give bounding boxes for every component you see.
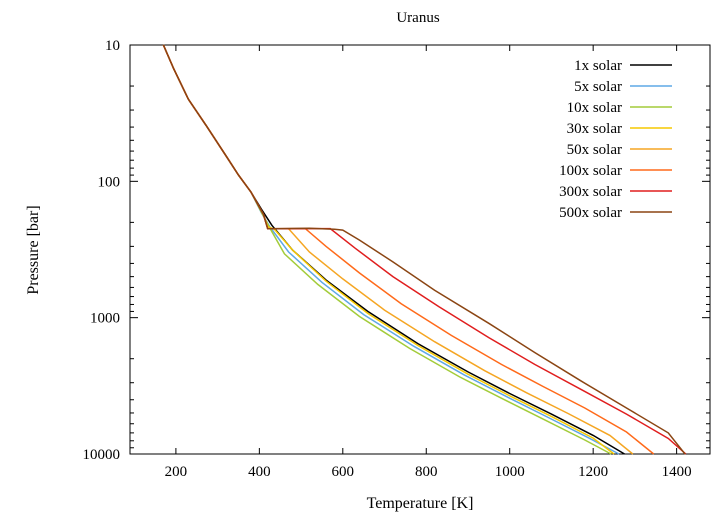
y-tick-label: 100 — [98, 174, 121, 190]
y-tick-label: 10000 — [83, 447, 121, 463]
legend-label: 30x solar — [567, 121, 622, 137]
plot-area — [129, 44, 711, 455]
x-tick-label: 1400 — [662, 464, 692, 480]
series-line-50x-solar — [162, 44, 634, 455]
y-tick-label: 1000 — [90, 311, 120, 327]
plot-frame — [129, 44, 711, 455]
legend-label: 500x solar — [559, 205, 622, 221]
legend: 1x solar 5x solar 10x solar 30x solar 50x so… — [559, 58, 672, 221]
x-tick-label: 400 — [248, 464, 271, 480]
x-tick-label: 1200 — [578, 464, 608, 480]
chart-title: Uranus — [396, 10, 439, 26]
legend-label: 1x solar — [574, 58, 622, 74]
x-tick-label: 800 — [415, 464, 438, 480]
x-tick-label: 200 — [165, 464, 188, 480]
series-line-5x-solar — [162, 44, 620, 455]
legend-label: 5x solar — [574, 79, 622, 95]
series-line-500x-solar — [162, 44, 686, 455]
series-line-10x-solar — [162, 44, 612, 455]
series-group — [162, 44, 687, 455]
x-tick-label: 600 — [332, 464, 355, 480]
x-axis: 200 400 600 800 1000 1200 1400 — [165, 45, 692, 480]
legend-label: 50x solar — [567, 142, 622, 158]
y-axis-label: Pressure [bar] — [25, 205, 42, 294]
x-axis-label: Temperature [K] — [367, 495, 474, 512]
y-axis: 10 100 1000 10000 — [83, 38, 710, 463]
legend-label: 300x solar — [559, 184, 622, 200]
legend-label: 10x solar — [567, 100, 622, 116]
x-tick-label: 1000 — [495, 464, 525, 480]
legend-label: 100x solar — [559, 163, 622, 179]
y-tick-label: 10 — [105, 38, 120, 54]
series-line-30x-solar — [162, 44, 615, 455]
